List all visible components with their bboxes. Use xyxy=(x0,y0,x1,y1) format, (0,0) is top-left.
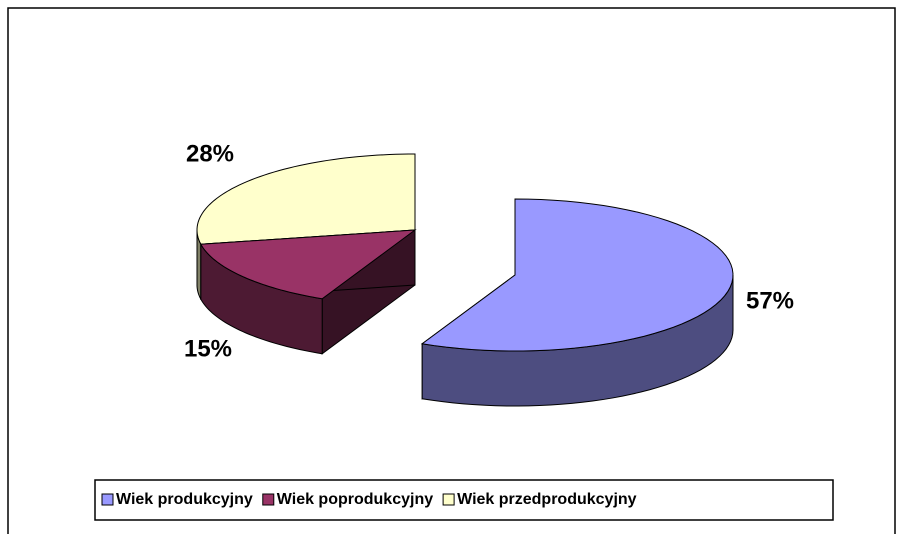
legend-swatch xyxy=(442,493,455,506)
chart-border xyxy=(7,7,896,534)
slice-top xyxy=(196,153,416,245)
pie-slice xyxy=(200,229,417,355)
data-label: 28% xyxy=(186,140,234,167)
legend-swatch xyxy=(101,493,114,506)
legend-label: Wiek poprodukcyjny xyxy=(277,491,433,508)
data-label: 57% xyxy=(746,287,794,314)
slice-top xyxy=(200,229,417,300)
data-label: 15% xyxy=(184,335,232,362)
legend-label: Wiek produkcyjny xyxy=(116,491,253,508)
legend-swatch xyxy=(262,493,275,506)
legend-label: Wiek przedprodukcyjny xyxy=(457,491,637,508)
slice-top xyxy=(420,198,734,352)
legend-box xyxy=(94,479,834,521)
pie-slice xyxy=(420,198,734,407)
